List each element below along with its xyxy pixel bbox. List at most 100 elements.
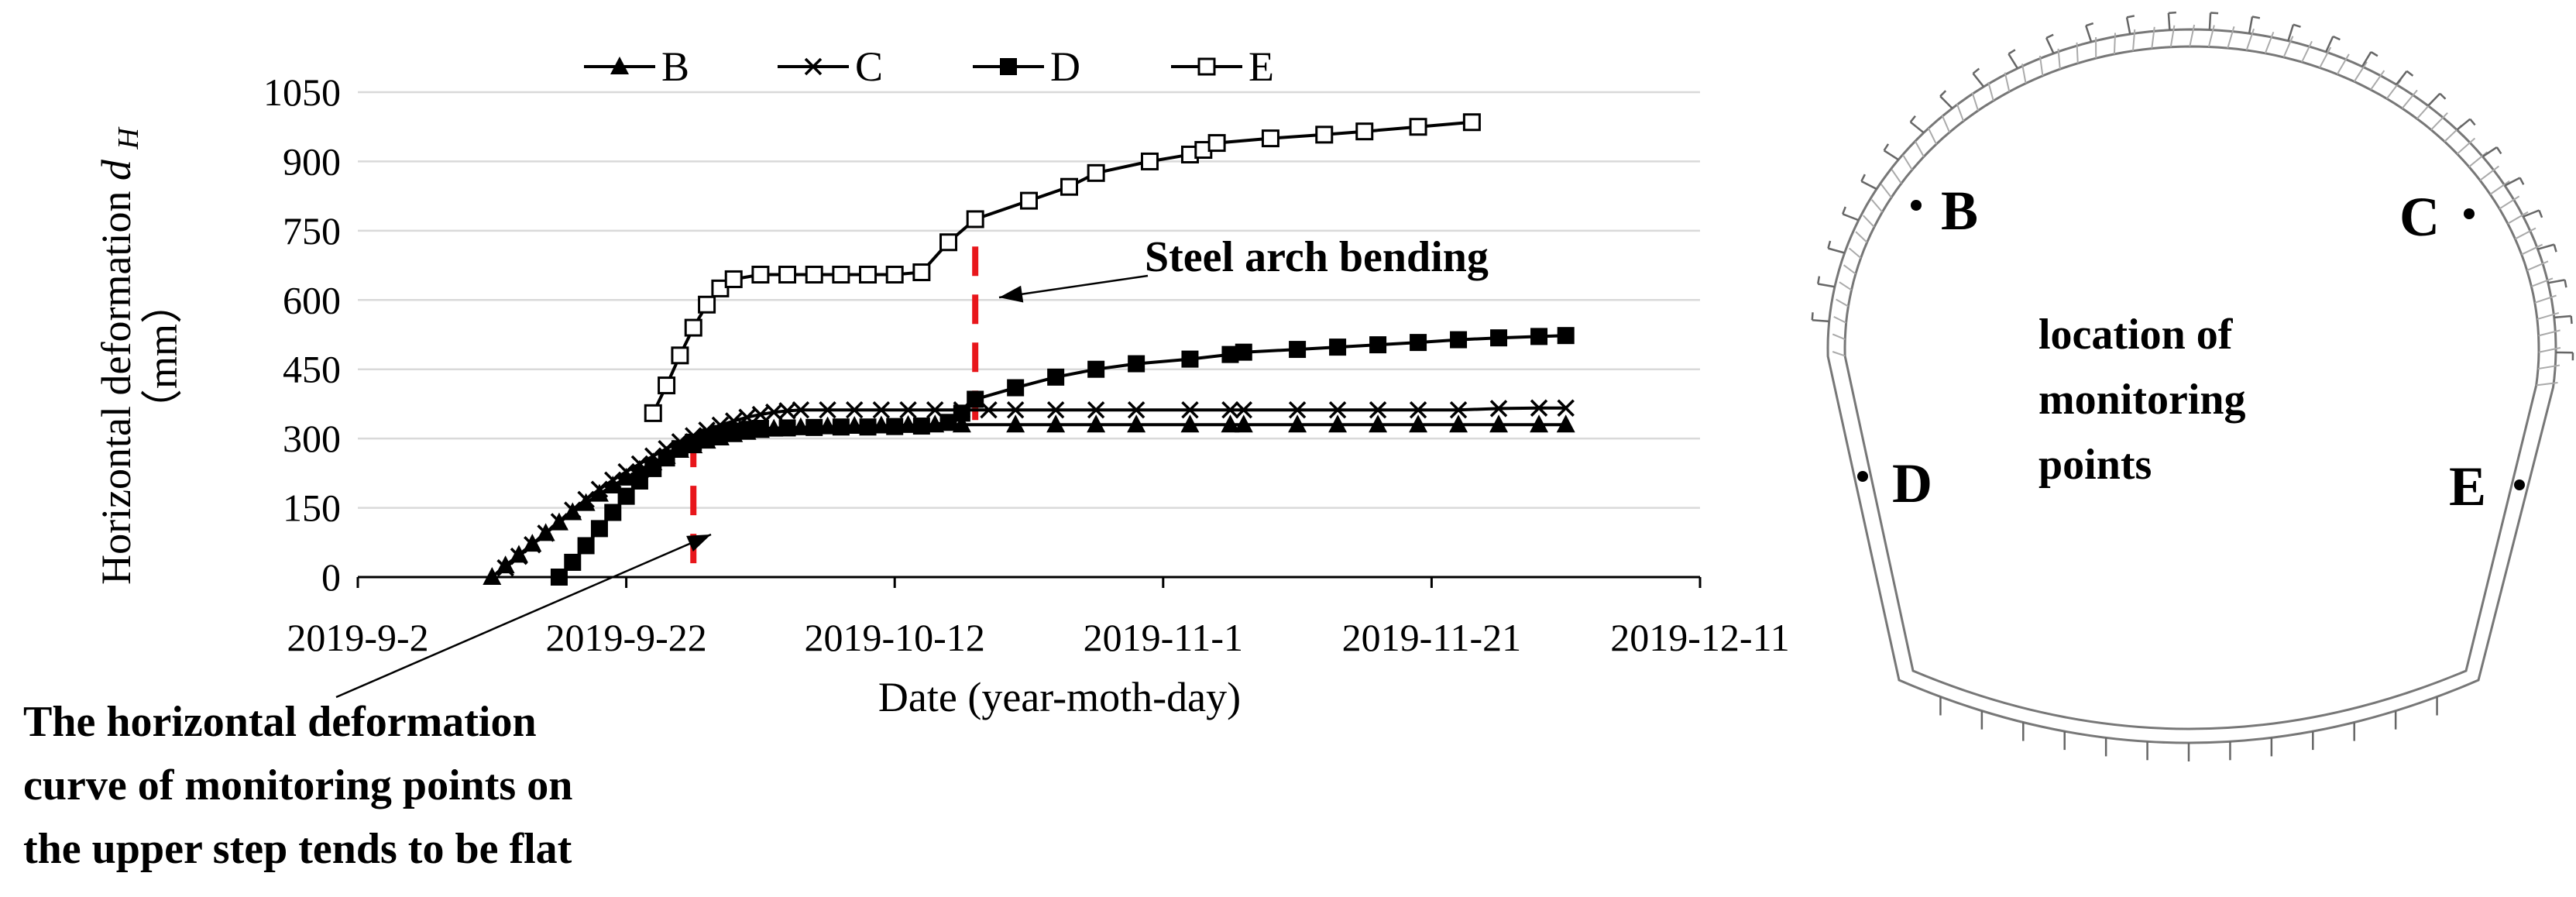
series-B-point-40 — [1449, 414, 1468, 433]
series-D-point-33 — [1329, 339, 1347, 356]
y-tick-label-150: 150 — [283, 486, 341, 530]
anchor-barb-8 — [2570, 315, 2573, 325]
series-D-point-4 — [604, 503, 622, 521]
y-axis-subscript: H — [112, 126, 145, 150]
y-tick-label-750: 750 — [283, 209, 341, 253]
series-D-point-27 — [1087, 360, 1105, 378]
series-D-point-5 — [617, 487, 635, 505]
hatch-76 — [2057, 48, 2061, 70]
series-C-point-24 — [845, 400, 864, 419]
hatch-0 — [2536, 382, 2558, 387]
tunnel-lining-outer — [1826, 28, 2557, 744]
series-C-point-22-stroke-b — [792, 400, 810, 419]
series-C-point-44 — [1557, 399, 1575, 418]
hatch-46 — [2336, 53, 2350, 75]
series-B-point-26 — [898, 414, 918, 433]
series-C-point-22 — [792, 400, 810, 419]
series-C-point-36-stroke-b — [1235, 400, 1253, 419]
flat-curve-line-2: curve of monitoring points on — [23, 761, 572, 809]
series-E-point-5 — [711, 279, 730, 297]
anchor-ticks — [1811, 11, 2574, 761]
series-C-point-23 — [819, 400, 836, 419]
series-C-point-36 — [1235, 400, 1253, 419]
hatch-50 — [2301, 40, 2313, 63]
series-B-point-9 — [603, 475, 623, 493]
anchor-barb-40 — [2406, 70, 2414, 77]
x-tick-label-2019-10-12: 2019-10-12 — [805, 616, 985, 659]
legend-marker-C — [804, 57, 823, 76]
series-B-point-36 — [1288, 414, 1307, 433]
location-caption-line-1: location of — [2038, 311, 2234, 359]
series-C-point-26 — [899, 400, 917, 419]
legend-marker-C-stroke-b — [804, 57, 823, 76]
anchor-40 — [2396, 70, 2408, 85]
series-E-point-2 — [671, 346, 689, 365]
series-C-point-41 — [1449, 400, 1468, 419]
legend-label-C: C — [855, 43, 883, 90]
series-C-point-35-stroke-b — [1221, 400, 1239, 419]
hatch-22 — [2499, 195, 2520, 210]
series-D-point-3 — [590, 520, 608, 538]
hatch-42 — [2370, 70, 2385, 91]
anchor-52 — [2287, 24, 2295, 42]
series-C-point-33 — [1127, 400, 1145, 419]
hatch-2 — [2537, 364, 2561, 370]
series-D-point-13 — [725, 422, 743, 440]
anchor-64 — [2167, 12, 2171, 30]
series-C-point-43-stroke-b — [1530, 399, 1548, 418]
series-C-point-43 — [1530, 399, 1548, 418]
anchor-48 — [2325, 36, 2334, 53]
series-B-point-43 — [1556, 414, 1575, 433]
series-E-point-0 — [644, 404, 662, 422]
series-C-point-39 — [1369, 400, 1387, 419]
anchor-barb-112 — [1816, 276, 1821, 284]
series-D-point-11 — [698, 428, 716, 446]
series-E-point-6 — [724, 270, 743, 288]
series-B-point-1 — [496, 555, 515, 574]
series-E-point-24 — [1315, 125, 1334, 144]
anchor-barb-100 — [1860, 174, 1866, 182]
series-C-point-25 — [872, 400, 891, 419]
hatch-70 — [2113, 33, 2117, 54]
hatch-90 — [1941, 115, 1951, 133]
series-C-point-7-stroke-b — [590, 480, 609, 498]
series-C-point-29-stroke-b — [980, 400, 998, 419]
series-B-point-29 — [1006, 414, 1025, 433]
series-D-point-7 — [644, 459, 662, 477]
series-E — [644, 113, 1481, 422]
series-D-point-21 — [912, 418, 930, 435]
anchor-barb-52 — [2293, 23, 2301, 28]
series-C-point-7 — [590, 480, 609, 498]
hatch-116 — [1833, 315, 1847, 324]
series-C-point-30-stroke-b — [1006, 400, 1025, 419]
series-C-point-40-stroke-b — [1409, 400, 1427, 419]
series-B-point-31 — [1087, 414, 1106, 433]
anchor-barb-92 — [1909, 115, 1916, 123]
series-D-point-8 — [658, 449, 675, 467]
series-D-point-19 — [859, 418, 877, 436]
series-C-point-21 — [778, 402, 796, 420]
series-C-point-5 — [564, 501, 582, 519]
x-tick-label-2019-11-01: 2019-11-1 — [1084, 616, 1243, 659]
series-E-point-25 — [1355, 122, 1374, 141]
anchor-84 — [1972, 73, 1985, 88]
tunnel-cross-section: B C D E location of monitoring points — [1811, 11, 2574, 761]
y-tick-label-450: 450 — [283, 348, 341, 391]
series-B-point-41 — [1489, 414, 1509, 433]
location-caption-line-2: monitoring — [2038, 376, 2246, 424]
flat-curve-arrowhead — [686, 534, 711, 552]
anchor-barb-72 — [2085, 22, 2094, 27]
series-B-point-25 — [871, 415, 891, 434]
series-C-point-38 — [1328, 400, 1347, 419]
series-C-point-39-stroke-b — [1369, 400, 1387, 419]
anchor-32 — [2456, 118, 2471, 131]
series-C-point-37-stroke-b — [1288, 400, 1307, 419]
series-C-point-19-stroke-b — [751, 405, 770, 424]
y-axis-label: Horizontal deformation — [93, 191, 139, 585]
hatch-108 — [1848, 247, 1862, 259]
hatch-84 — [1987, 81, 1994, 101]
anchor-56 — [2248, 16, 2254, 34]
series-D-point-20 — [886, 418, 904, 435]
hatch-92 — [1927, 127, 1937, 145]
